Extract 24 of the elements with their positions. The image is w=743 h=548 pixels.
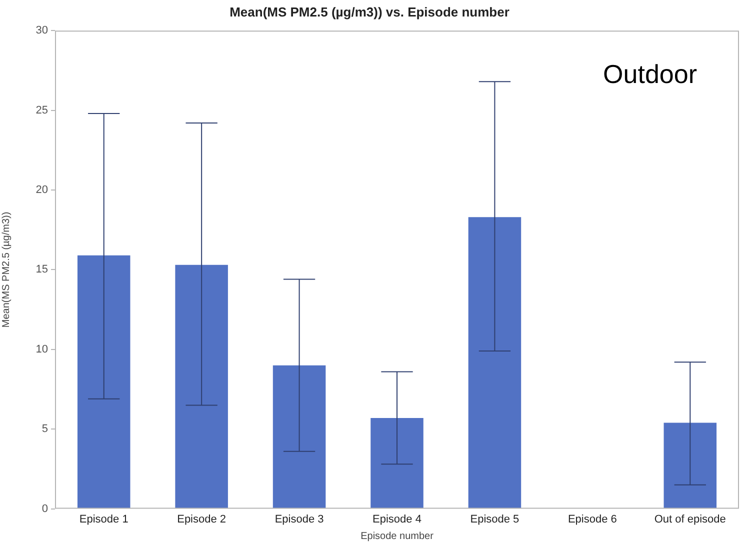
y-axis-title: Mean(MS PM2.5 (µg/m3)): [0, 212, 12, 328]
y-tick-label: 15: [36, 264, 48, 276]
chart-title: Mean(MS PM2.5 (µg/m3)) vs. Episode number: [230, 4, 510, 20]
x-tick-label: Episode 4: [372, 513, 422, 526]
x-tick-label: Episode 6: [568, 513, 617, 526]
x-axis-title: Episode number: [360, 530, 434, 542]
x-tick-label: Episode 3: [274, 513, 324, 526]
y-tick-label: 25: [36, 104, 48, 116]
x-tick-label: Episode 1: [79, 513, 128, 526]
annotation: Outdoor: [603, 58, 698, 89]
y-tick-label: 10: [36, 343, 48, 356]
y-tick-label: 20: [36, 184, 48, 196]
bar: [77, 255, 130, 508]
bar: [272, 365, 326, 508]
y-tick-label: 0: [42, 502, 48, 515]
bar: [175, 264, 228, 508]
x-tick-label: Episode 5: [470, 513, 520, 526]
x-tick-label: Episode 2: [177, 513, 226, 526]
bar: [370, 418, 424, 508]
y-tick-label: 5: [42, 423, 48, 436]
bar: [664, 422, 717, 508]
y-tick-label: 30: [36, 24, 48, 37]
bar: [468, 217, 522, 508]
x-tick-label: Out of episode: [654, 513, 726, 526]
